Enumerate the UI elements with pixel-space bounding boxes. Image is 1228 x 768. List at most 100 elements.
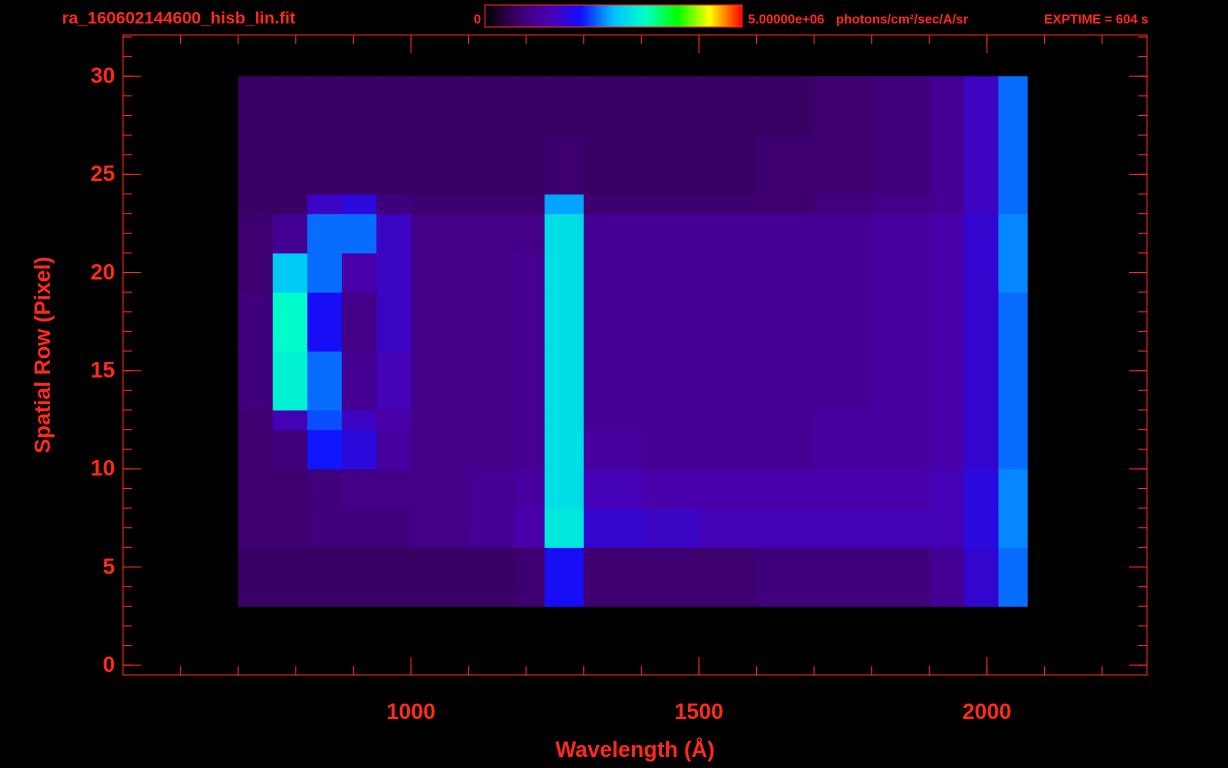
exposure: EXPTIME = 604 s [1044,11,1148,26]
heatmap-cell [871,547,930,607]
heatmap-cell [756,292,815,352]
heatmap-cell [341,409,377,431]
heatmap-cell [698,252,758,293]
chart-title: ra_160602144600_hisb_lin.fit [62,8,296,27]
heatmap-cell [341,547,377,607]
heatmap-cell [514,429,546,470]
heatmap-cell [376,508,412,548]
heatmap-cell [410,292,470,352]
heatmap-cell [238,252,274,293]
heatmap-cell [698,194,758,215]
heatmap-cell [583,135,642,195]
heatmap-cell [468,547,516,607]
heatmap-cell [376,409,412,431]
heatmap-cell [272,135,308,195]
heatmap-cell [756,409,815,431]
heatmap-cell [238,429,274,470]
x-tick-label: 1000 [386,699,435,724]
heatmap-cell [307,252,343,293]
heatmap-cell [756,213,815,254]
heatmap-cell [641,252,700,293]
heatmap-cell [376,213,412,254]
heatmap-cell [468,409,516,431]
heatmap-cell [756,508,815,548]
heatmap-cell [871,194,930,215]
heatmap-cell [583,351,642,411]
heatmap-cell [963,409,999,431]
y-tick-label: 30 [91,63,115,88]
heatmap-cell [307,194,343,215]
heatmap-cell [376,135,412,195]
heatmap-cell [514,468,546,509]
heatmap-cell [929,547,965,607]
heatmap-cell [929,194,965,215]
heatmap-cell [929,252,965,293]
heatmap-cell [514,547,546,607]
heatmap-cell [871,135,930,195]
heatmap-cell [963,76,999,136]
heatmap-cell [272,429,308,470]
heatmap-cell [514,76,546,136]
heatmap-cell [341,508,377,548]
heatmap-cell [376,76,412,136]
heatmap-cell [871,292,930,352]
heatmap-cell [814,76,873,136]
heatmap-cell [410,135,470,195]
heatmap-cell [544,76,585,136]
heatmap-cell [641,429,700,470]
heatmap-cell [272,213,308,254]
heatmap-cell [376,429,412,470]
heatmap-cell [468,135,516,195]
heatmap-cell [814,194,873,215]
heatmap-cell [583,508,642,548]
heatmap-cell [514,194,546,215]
heatmap-cell [468,351,516,411]
heatmap-cell [698,547,758,607]
heatmap-cell [998,547,1028,607]
heatmap-cell [583,547,642,607]
heatmap-cell [998,292,1028,352]
y-tick-label: 0 [103,652,115,677]
heatmap-cell [963,429,999,470]
heatmap-cell [238,194,274,215]
heatmap-cell [307,351,343,411]
heatmap-cell [963,468,999,509]
heatmap-cell [641,194,700,215]
heatmap-cell [929,468,965,509]
heatmap-cell [514,409,546,431]
heatmap-cell [583,409,642,431]
heatmap-cell [341,292,377,352]
heatmap-cell [756,252,815,293]
x-tick-label: 1500 [674,699,723,724]
heatmap-cell [544,351,585,411]
heatmap-cell [410,508,470,548]
heatmap-cell [998,508,1028,548]
heatmap-cell [583,468,642,509]
heatmap-cell [998,252,1028,293]
heatmap-cell [410,468,470,509]
heatmap-cell [307,429,343,470]
heatmap-cell [583,252,642,293]
heatmap-cell [410,409,470,431]
heatmap-cell [376,547,412,607]
heatmap-cell [544,135,585,195]
y-tick-label: 10 [91,456,115,481]
heatmap-cell [963,508,999,548]
heatmap-cell [514,351,546,411]
heatmap-cell [641,351,700,411]
heatmap-cell [272,409,308,431]
heatmap-cell [341,135,377,195]
y-tick-label: 15 [91,358,115,383]
heatmap-cell [929,409,965,431]
heatmap-cell [341,76,377,136]
heatmap-cell [814,252,873,293]
heatmap-cell [814,468,873,509]
heatmap-cell [871,409,930,431]
heatmap-cell [376,194,412,215]
heatmap-cell [238,409,274,431]
heatmap-cell [963,547,999,607]
heatmap-cell [514,292,546,352]
colorbar-tick-label: 5.00000e+06 [748,11,824,26]
heatmap-cell [544,292,585,352]
